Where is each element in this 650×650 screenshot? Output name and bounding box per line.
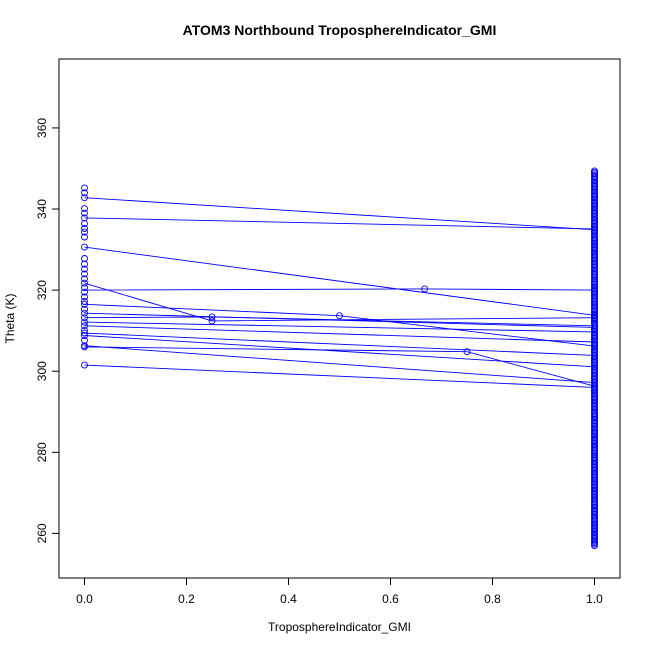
x-tick-label: 0.2 <box>178 592 195 606</box>
series-line <box>84 325 595 343</box>
data-point <box>81 275 88 283</box>
series-line <box>84 246 595 316</box>
series-lines <box>84 197 595 388</box>
y-tick-label: 260 <box>35 523 49 543</box>
data-point <box>81 243 88 251</box>
data-point <box>591 314 598 322</box>
data-point <box>81 260 88 268</box>
data-point <box>81 314 88 322</box>
series-line <box>84 197 595 231</box>
y-tick-label: 340 <box>35 199 49 219</box>
data-point <box>336 312 343 320</box>
x-tick-label: 0.8 <box>484 592 501 606</box>
x-axis: 0.0 0.2 0.4 0.6 0.8 1.0 <box>76 577 603 606</box>
data-point <box>81 305 88 313</box>
x-axis-label: TroposphereIndicator_GMI <box>268 620 411 634</box>
data-point <box>463 348 471 356</box>
data-point <box>81 309 88 317</box>
data-point <box>81 326 88 334</box>
data-point <box>81 189 88 197</box>
series-line <box>84 332 595 356</box>
series-line <box>84 217 595 230</box>
data-point <box>81 318 88 326</box>
series-line <box>84 335 595 368</box>
data-point <box>81 225 88 232</box>
data-point <box>81 300 88 308</box>
data-point <box>81 298 88 305</box>
data-point <box>421 285 429 293</box>
y-tick-label: 320 <box>35 280 49 300</box>
data-point <box>81 205 88 213</box>
series-line <box>84 364 595 388</box>
data-point <box>81 220 88 228</box>
data-point <box>81 209 88 217</box>
x-tick-label: 0.4 <box>280 592 297 606</box>
data-point <box>81 336 88 344</box>
data-point <box>81 343 88 351</box>
data-point <box>81 184 88 192</box>
series-points <box>81 167 598 550</box>
y-tick-label: 300 <box>35 361 49 381</box>
series-line <box>84 345 595 384</box>
data-point <box>81 194 88 202</box>
data-point <box>81 284 88 292</box>
data-point <box>81 332 88 339</box>
data-point <box>81 270 88 278</box>
series-line <box>84 282 595 322</box>
chart-title: ATOM3 Northbound TroposphereIndicator_GM… <box>183 22 497 38</box>
data-point <box>81 329 88 337</box>
x-tick-label: 0.0 <box>76 592 93 606</box>
series-line <box>84 346 595 387</box>
data-point <box>81 279 88 287</box>
series-line <box>84 316 595 327</box>
data-point <box>591 167 598 175</box>
data-point <box>81 265 88 273</box>
data-point <box>81 322 88 330</box>
y-axis: 260 280 300 320 340 360 <box>35 118 60 543</box>
series-line <box>84 288 595 291</box>
x-tick-label: 1.0 <box>586 592 603 606</box>
series-line <box>84 303 595 347</box>
data-point <box>81 293 88 301</box>
y-tick-label: 360 <box>35 118 49 138</box>
y-axis-label: Theta (K) <box>3 293 17 343</box>
data-point <box>81 228 88 236</box>
data-point <box>81 233 88 241</box>
series-line <box>84 321 595 333</box>
data-point <box>208 317 216 325</box>
data-point <box>591 311 598 319</box>
x-tick-label: 0.6 <box>382 592 399 606</box>
data-point <box>208 313 216 321</box>
data-point <box>591 286 598 294</box>
data-point <box>81 288 88 296</box>
data-point <box>81 361 88 369</box>
y-tick-label: 280 <box>35 442 49 462</box>
